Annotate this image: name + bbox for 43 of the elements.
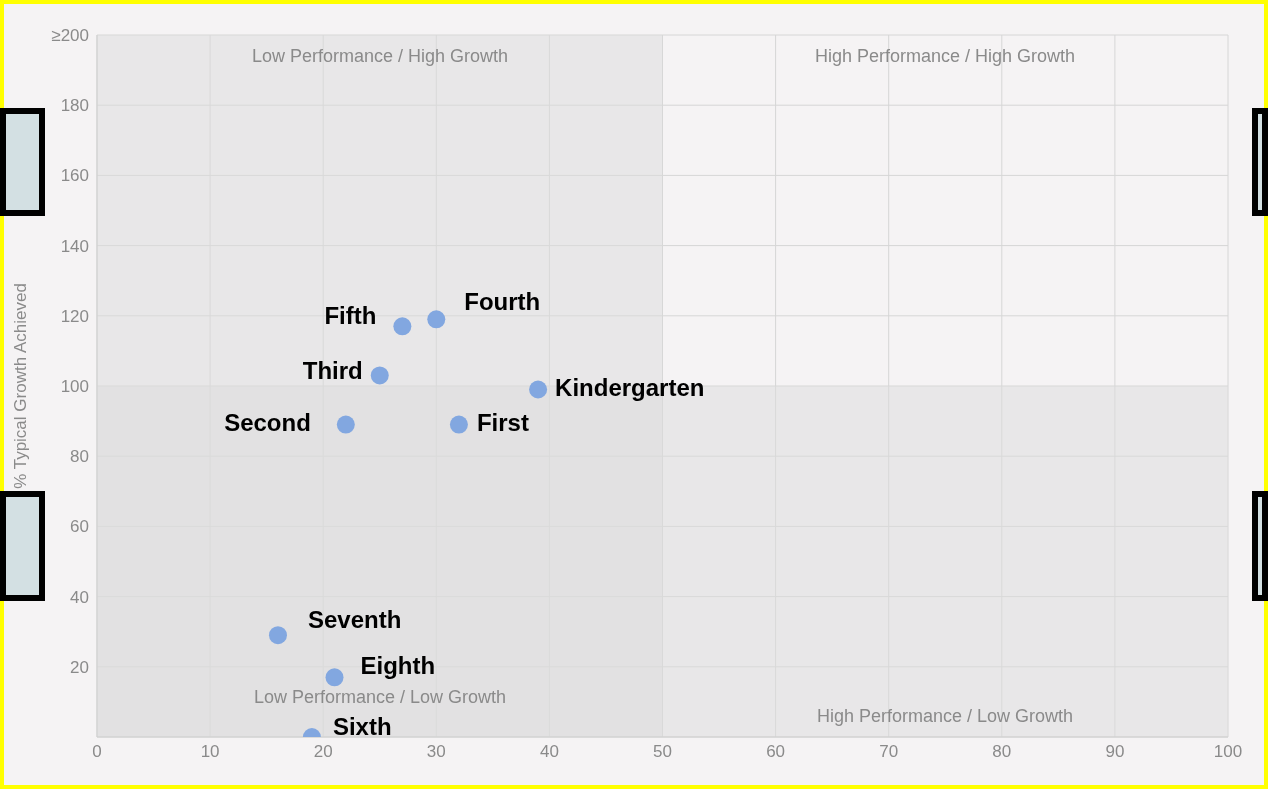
y-tick-label: 60	[70, 517, 89, 537]
point	[427, 310, 446, 329]
x-tick-label: 30	[426, 742, 446, 762]
point	[336, 415, 355, 434]
annotation: Seventh	[307, 605, 402, 633]
y-tick-label: 80	[70, 447, 89, 467]
x-tick-label: 60	[766, 742, 786, 762]
annotation: Low Performance / High Growth	[250, 45, 510, 67]
x-tick-label: 50	[653, 742, 672, 762]
annotation: Fifth	[324, 301, 377, 329]
annotation: High Performance / Low Growth	[815, 705, 1075, 727]
annotation: Second	[224, 408, 311, 436]
x-tick-label: 90	[1105, 742, 1125, 762]
point	[325, 668, 344, 687]
x-tick-label: 40	[539, 742, 559, 762]
annotation: Sixth	[332, 713, 392, 741]
x-tick-label: 10	[200, 742, 220, 762]
annotation: First	[476, 408, 529, 436]
y-tick-label: 140	[60, 236, 89, 256]
point	[449, 415, 468, 434]
x-tick-label: 80	[992, 742, 1012, 762]
y-tick-label: 180	[60, 96, 89, 116]
x-tick-label: 20	[313, 742, 333, 762]
y-tick-label: 40	[70, 587, 89, 607]
point	[268, 626, 287, 645]
point	[529, 380, 548, 399]
y-tick-label: 160	[60, 166, 89, 186]
y-tick-label: 20	[70, 657, 89, 677]
y-axis-title: % Typical Growth Achieved	[11, 283, 31, 489]
annotation: Kindergarten	[555, 373, 705, 401]
annotation: Eighth	[360, 651, 436, 679]
y-tick-label: 120	[60, 306, 89, 326]
x-tick-label: 70	[879, 742, 899, 762]
annotation: Fourth	[464, 287, 541, 315]
x-tick-label: 0	[92, 742, 102, 762]
annotation: Low Performance / Low Growth	[252, 686, 508, 708]
annotation: High Performance / High Growth	[813, 45, 1077, 67]
x-tick-label: 100	[1213, 742, 1243, 762]
y-tick-label: ≥200	[51, 26, 89, 46]
point	[393, 317, 412, 336]
y-tick-label: 100	[60, 377, 89, 397]
annotation: Third	[302, 356, 363, 384]
point	[370, 366, 389, 385]
